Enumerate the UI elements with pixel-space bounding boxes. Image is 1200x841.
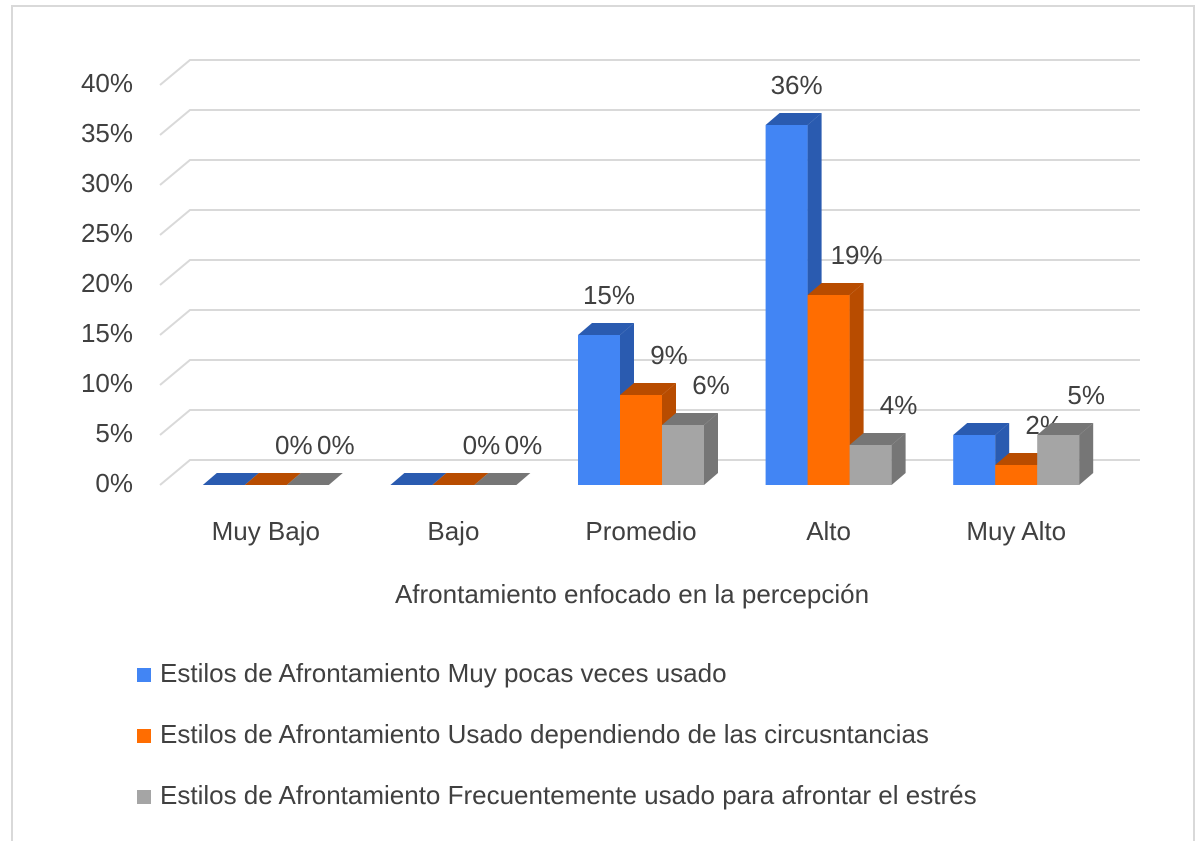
grid-line: [159, 209, 1140, 236]
bar-front: [620, 395, 662, 485]
grid-line: [159, 309, 1140, 336]
bar-top: [432, 473, 489, 485]
x-tick-label: Alto: [806, 516, 851, 546]
bar-top: [662, 413, 718, 425]
y-tick-label: 40%: [81, 68, 133, 98]
grid-line: [159, 59, 1140, 86]
data-label: 0%: [275, 430, 313, 460]
bar-front: [1037, 435, 1080, 485]
bar-top: [849, 433, 906, 445]
bar-top: [578, 323, 634, 335]
data-label: 15%: [583, 280, 635, 310]
bar-front: [849, 445, 892, 485]
bar-top: [953, 423, 1010, 435]
x-tick-label: Bajo: [427, 516, 479, 546]
x-tick-label: Muy Bajo: [212, 516, 320, 546]
bar-top: [807, 283, 864, 295]
bar-front: [953, 435, 996, 485]
legend-label: Estilos de Afrontamiento Usado dependien…: [160, 719, 929, 749]
grid-line: [159, 259, 1140, 286]
chart-border: [11, 5, 1195, 841]
bar-top: [202, 473, 259, 485]
data-label: 4%: [880, 390, 918, 420]
legend-swatch: [137, 729, 151, 743]
legend-label: Estilos de Afrontamiento Frecuentemente …: [160, 780, 977, 810]
data-label: 6%: [692, 370, 730, 400]
data-label: 36%: [771, 70, 823, 100]
bar-front: [578, 335, 620, 485]
bar-side: [1079, 423, 1094, 485]
bar-front: [765, 125, 808, 485]
bar-top: [1037, 423, 1094, 435]
bar-top: [474, 473, 531, 485]
legend-swatch: [137, 668, 151, 682]
x-axis-title: Afrontamiento enfocado en la percepción: [395, 579, 869, 609]
bar-front: [662, 425, 704, 485]
x-tick-label: Promedio: [585, 516, 696, 546]
data-label: 0%: [505, 430, 543, 460]
y-tick-label: 25%: [81, 218, 133, 248]
bar-top: [620, 383, 676, 395]
y-tick-label: 10%: [81, 368, 133, 398]
data-label: 0%: [317, 430, 355, 460]
data-label: 9%: [650, 340, 688, 370]
y-tick-label: 15%: [81, 318, 133, 348]
bar-top: [390, 473, 447, 485]
y-tick-label: 30%: [81, 168, 133, 198]
data-label: 5%: [1067, 380, 1105, 410]
bar-side: [849, 283, 864, 485]
x-tick-label: Muy Alto: [966, 516, 1066, 546]
bar-front: [807, 295, 850, 485]
data-label: 0%: [463, 430, 501, 460]
bar-side: [891, 433, 906, 485]
y-tick-label: 20%: [81, 268, 133, 298]
y-tick-label: 5%: [95, 418, 133, 448]
legend-swatch: [137, 790, 151, 804]
bar-side: [704, 413, 718, 485]
bar-top: [244, 473, 301, 485]
data-label: 19%: [831, 240, 883, 270]
legend-label: Estilos de Afrontamiento Muy pocas veces…: [160, 658, 727, 688]
y-tick-label: 35%: [81, 118, 133, 148]
bar-front: [995, 465, 1038, 485]
y-tick-label: 0%: [95, 468, 133, 498]
bar-top: [286, 473, 343, 485]
grid-line: [159, 109, 1140, 136]
bar-top: [765, 113, 822, 125]
grid-line: [159, 159, 1140, 186]
